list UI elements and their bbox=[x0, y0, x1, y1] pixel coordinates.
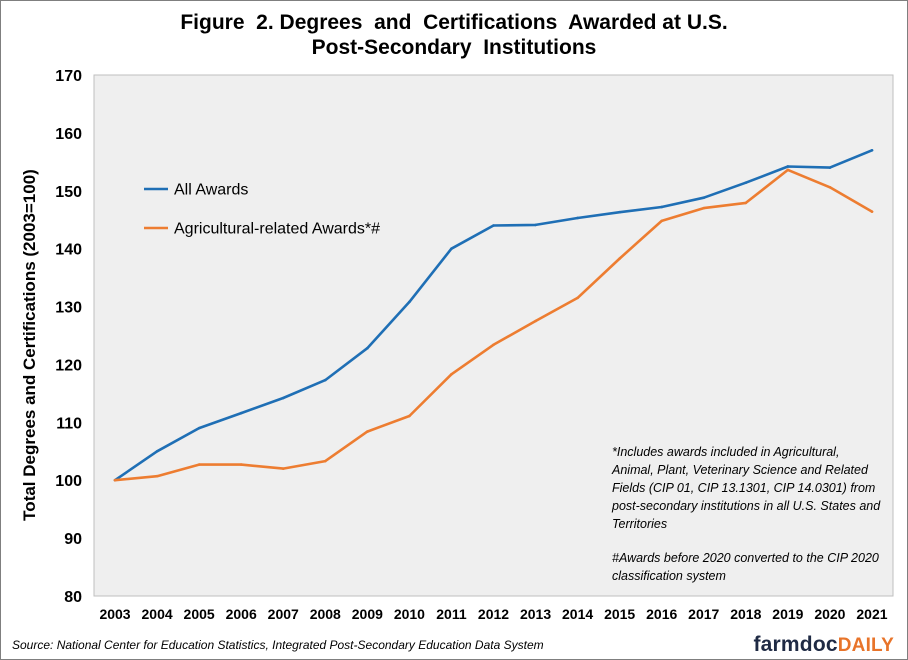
data-point bbox=[618, 210, 621, 214]
data-point bbox=[323, 459, 327, 463]
data-point bbox=[408, 300, 411, 304]
data-point bbox=[197, 426, 201, 430]
data-point bbox=[576, 216, 579, 220]
footnote-ag-definition: *Includes awards included in Agricultura… bbox=[612, 445, 881, 531]
x-tick-label: 2003 bbox=[99, 606, 130, 622]
data-point bbox=[366, 346, 369, 350]
data-point bbox=[239, 411, 243, 415]
x-tick-label: 2009 bbox=[352, 606, 383, 622]
data-point bbox=[281, 396, 285, 400]
x-tick-label: 2017 bbox=[688, 606, 719, 622]
y-tick-label: 120 bbox=[55, 357, 82, 374]
y-tick-label: 130 bbox=[55, 300, 82, 317]
data-point bbox=[744, 181, 748, 184]
data-point bbox=[618, 257, 621, 260]
logo-farmdoc: farmdoc bbox=[753, 633, 838, 656]
data-point bbox=[450, 372, 453, 376]
data-point bbox=[660, 205, 664, 209]
data-point bbox=[534, 223, 537, 227]
y-tick-label: 80 bbox=[64, 589, 82, 606]
data-point bbox=[660, 219, 664, 223]
chart-title-line-1: Figure 2. Degrees and Certifications Awa… bbox=[180, 11, 728, 34]
chart-title-line-2: Post-Secondary Institutions bbox=[311, 36, 597, 59]
y-tick-label: 160 bbox=[55, 126, 82, 143]
data-point bbox=[702, 206, 706, 210]
x-tick-label: 2020 bbox=[814, 606, 845, 622]
data-point bbox=[870, 210, 874, 213]
legend-label: Agricultural-related Awards*# bbox=[174, 221, 380, 238]
data-point bbox=[870, 148, 874, 152]
x-tick-label: 2012 bbox=[478, 606, 509, 622]
footnotes: *Includes awards included in Agricultura… bbox=[612, 443, 882, 585]
data-point bbox=[450, 247, 453, 250]
data-point bbox=[492, 343, 495, 347]
series-lines bbox=[113, 148, 874, 482]
data-point bbox=[534, 319, 537, 323]
legend: All Awards Agricultural-related Awards*# bbox=[144, 182, 380, 238]
data-point bbox=[113, 478, 117, 482]
data-point bbox=[281, 467, 285, 470]
x-tick-label: 2018 bbox=[730, 606, 761, 622]
y-tick-label: 150 bbox=[55, 184, 82, 201]
x-tick-label: 2021 bbox=[856, 606, 887, 622]
y-tick-label: 100 bbox=[55, 473, 82, 490]
data-point bbox=[492, 224, 495, 227]
data-point bbox=[408, 414, 411, 418]
y-tick-label: 170 bbox=[55, 68, 82, 85]
data-point bbox=[702, 196, 706, 200]
logo-daily: DAILY bbox=[837, 635, 894, 656]
y-axis-ticks: 80 90 100 110 120 130 140 150 160 170 bbox=[55, 68, 82, 606]
data-point bbox=[744, 201, 748, 205]
data-point bbox=[366, 430, 369, 433]
legend-label: All Awards bbox=[174, 182, 248, 199]
data-point bbox=[576, 296, 579, 300]
x-tick-label: 2008 bbox=[310, 606, 341, 622]
data-point bbox=[155, 449, 159, 453]
x-tick-label: 2016 bbox=[646, 606, 677, 622]
source-note: Source: National Center for Education St… bbox=[12, 638, 544, 652]
data-point bbox=[786, 168, 790, 172]
x-tick-label: 2014 bbox=[562, 606, 593, 622]
x-tick-label: 2019 bbox=[772, 606, 803, 622]
plot-area bbox=[93, 74, 894, 597]
x-tick-label: 2013 bbox=[520, 606, 551, 622]
footnote-cip-conversion: #Awards before 2020 converted to the CIP… bbox=[612, 551, 879, 583]
data-point bbox=[155, 474, 159, 478]
data-point bbox=[828, 166, 832, 169]
data-point bbox=[239, 463, 243, 466]
data-point bbox=[786, 165, 790, 168]
data-point bbox=[197, 463, 201, 466]
y-tick-label: 90 bbox=[64, 531, 82, 548]
y-tick-label: 140 bbox=[55, 242, 82, 259]
x-tick-label: 2007 bbox=[268, 606, 299, 622]
farmdoc-daily-logo: farmdocDAILY bbox=[753, 633, 894, 657]
chart-title: Figure 2. Degrees and Certifications Awa… bbox=[0, 10, 908, 60]
x-tick-label: 2006 bbox=[226, 606, 257, 622]
y-tick-label: 110 bbox=[56, 415, 82, 432]
x-tick-label: 2005 bbox=[184, 606, 215, 622]
data-point bbox=[323, 378, 327, 382]
x-tick-label: 2011 bbox=[436, 606, 467, 622]
x-tick-label: 2015 bbox=[604, 606, 635, 622]
x-axis-ticks: 2003 2004 2005 2006 2007 2008 2009 2010 2011 2012… bbox=[99, 606, 887, 622]
x-tick-label: 2010 bbox=[394, 606, 425, 622]
x-tick-label: 2004 bbox=[142, 606, 173, 622]
data-point bbox=[828, 186, 832, 189]
